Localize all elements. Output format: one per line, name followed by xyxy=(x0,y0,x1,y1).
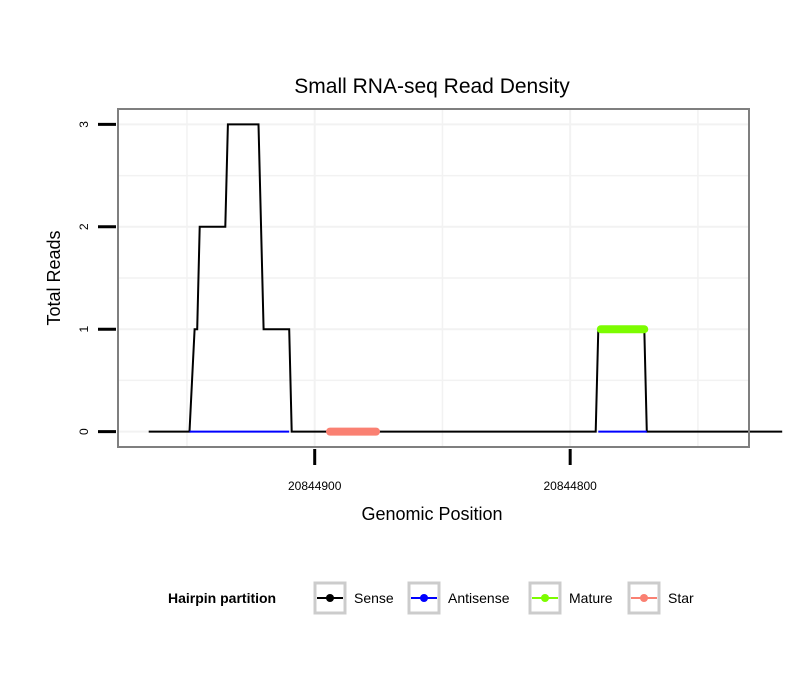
x-tick-label: 20844900 xyxy=(288,479,342,493)
y-axis: 0 1 2 3 xyxy=(77,121,116,435)
y-tick-label: 3 xyxy=(77,121,91,128)
legend-entry-antisense: Antisense xyxy=(407,581,510,615)
legend-key-dot xyxy=(640,594,648,602)
legend-entry-star: Star xyxy=(627,581,694,615)
gridlines xyxy=(118,109,749,447)
legend-label: Antisense xyxy=(448,590,510,606)
legend: Hairpin partition Sense Antisense Mature St… xyxy=(168,581,694,615)
legend-key-dot xyxy=(326,594,334,602)
legend-label: Star xyxy=(668,590,694,606)
chart-title: Small RNA-seq Read Density xyxy=(294,75,570,98)
x-axis-label: Genomic Position xyxy=(361,504,502,524)
legend-label: Sense xyxy=(354,590,394,606)
y-tick-label: 1 xyxy=(77,326,91,333)
plot-border xyxy=(117,108,750,448)
legend-entry-mature: Mature xyxy=(528,581,613,615)
legend-key-dot xyxy=(541,594,549,602)
y-tick-label: 0 xyxy=(77,428,91,435)
series-lines xyxy=(148,123,783,436)
y-axis-label: Total Reads xyxy=(44,230,64,325)
legend-entry-sense: Sense xyxy=(313,581,394,615)
y-tick-label: 2 xyxy=(77,223,91,230)
legend-key-dot xyxy=(420,594,428,602)
legend-title: Hairpin partition xyxy=(168,590,276,606)
x-tick-label: 20844800 xyxy=(543,479,597,493)
legend-label: Mature xyxy=(569,590,613,606)
x-axis: 20844900 20844800 xyxy=(288,449,597,493)
